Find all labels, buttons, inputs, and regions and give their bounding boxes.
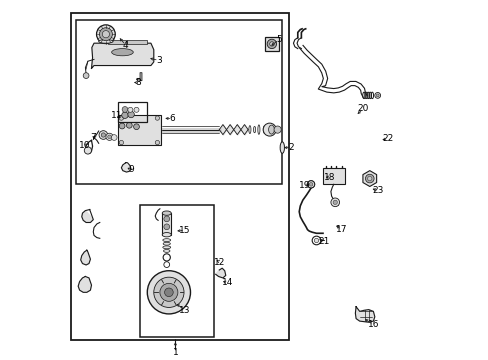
Circle shape (163, 216, 169, 222)
Circle shape (122, 107, 127, 112)
Circle shape (119, 116, 123, 120)
Text: 10: 10 (79, 141, 90, 150)
Circle shape (147, 271, 190, 314)
Text: 20: 20 (357, 104, 368, 113)
Polygon shape (215, 268, 225, 278)
Bar (127, 40, 147, 44)
Circle shape (375, 94, 378, 97)
Bar (76, 20, 282, 184)
Circle shape (307, 181, 314, 188)
Polygon shape (136, 73, 142, 81)
Circle shape (273, 126, 281, 133)
Bar (107, 40, 127, 44)
Circle shape (160, 283, 178, 301)
Ellipse shape (162, 211, 171, 215)
Circle shape (99, 131, 107, 139)
Text: 23: 23 (372, 186, 383, 195)
Circle shape (99, 28, 112, 41)
Circle shape (119, 140, 123, 145)
Text: 17: 17 (335, 225, 347, 234)
Text: 18: 18 (324, 173, 335, 181)
Polygon shape (355, 307, 374, 322)
Bar (264, 37, 279, 51)
Text: 2: 2 (288, 143, 293, 152)
Ellipse shape (163, 246, 170, 249)
Text: 13: 13 (179, 306, 190, 315)
Circle shape (153, 277, 183, 307)
Polygon shape (81, 211, 93, 222)
Circle shape (266, 39, 276, 49)
Circle shape (84, 147, 91, 154)
Circle shape (164, 288, 173, 297)
Polygon shape (78, 278, 91, 292)
Circle shape (133, 124, 139, 130)
Circle shape (374, 93, 380, 98)
Polygon shape (81, 252, 90, 265)
Text: 16: 16 (367, 320, 378, 329)
Circle shape (269, 42, 273, 46)
Circle shape (106, 133, 113, 140)
Polygon shape (91, 43, 153, 68)
Text: 3: 3 (156, 56, 162, 65)
Bar (71, 13, 288, 340)
Circle shape (107, 135, 111, 139)
Circle shape (127, 111, 134, 118)
Circle shape (263, 123, 276, 136)
Circle shape (101, 133, 105, 137)
Circle shape (307, 181, 314, 188)
Circle shape (155, 140, 159, 145)
Circle shape (126, 122, 132, 128)
Text: 14: 14 (222, 278, 233, 287)
Text: 6: 6 (169, 114, 175, 123)
Ellipse shape (268, 125, 274, 134)
Text: 11: 11 (111, 111, 122, 120)
Circle shape (367, 176, 371, 181)
Text: 8: 8 (135, 78, 141, 87)
Text: 9: 9 (128, 165, 134, 174)
Ellipse shape (263, 126, 265, 133)
Circle shape (365, 174, 373, 183)
Text: 19: 19 (299, 181, 310, 190)
Ellipse shape (163, 239, 170, 242)
Circle shape (134, 107, 139, 112)
Ellipse shape (253, 126, 255, 133)
Circle shape (155, 116, 159, 120)
Text: 12: 12 (214, 258, 225, 266)
Bar (162, 213, 171, 235)
Ellipse shape (248, 126, 250, 134)
Circle shape (332, 200, 337, 204)
Ellipse shape (99, 40, 113, 43)
Bar (118, 115, 161, 145)
Text: 15: 15 (179, 226, 190, 235)
Ellipse shape (162, 233, 171, 237)
Bar (322, 168, 345, 184)
Circle shape (314, 238, 318, 243)
Circle shape (330, 198, 339, 207)
Ellipse shape (111, 49, 133, 56)
Text: 5: 5 (276, 35, 282, 44)
Ellipse shape (163, 249, 170, 252)
Circle shape (96, 25, 115, 44)
Circle shape (309, 183, 312, 186)
Bar (140, 205, 213, 337)
Circle shape (163, 224, 169, 230)
Circle shape (122, 112, 128, 118)
Circle shape (127, 107, 133, 112)
Circle shape (83, 73, 89, 78)
Text: 21: 21 (317, 237, 329, 246)
Ellipse shape (257, 125, 260, 134)
Text: 4: 4 (122, 40, 128, 49)
Circle shape (111, 135, 117, 140)
Polygon shape (121, 165, 131, 171)
Ellipse shape (280, 142, 284, 153)
Circle shape (102, 31, 109, 38)
Ellipse shape (163, 242, 170, 245)
Text: 7: 7 (90, 133, 96, 142)
Bar (118, 102, 147, 122)
Circle shape (119, 123, 125, 129)
Text: 22: 22 (382, 134, 393, 143)
Text: 1: 1 (172, 348, 178, 357)
